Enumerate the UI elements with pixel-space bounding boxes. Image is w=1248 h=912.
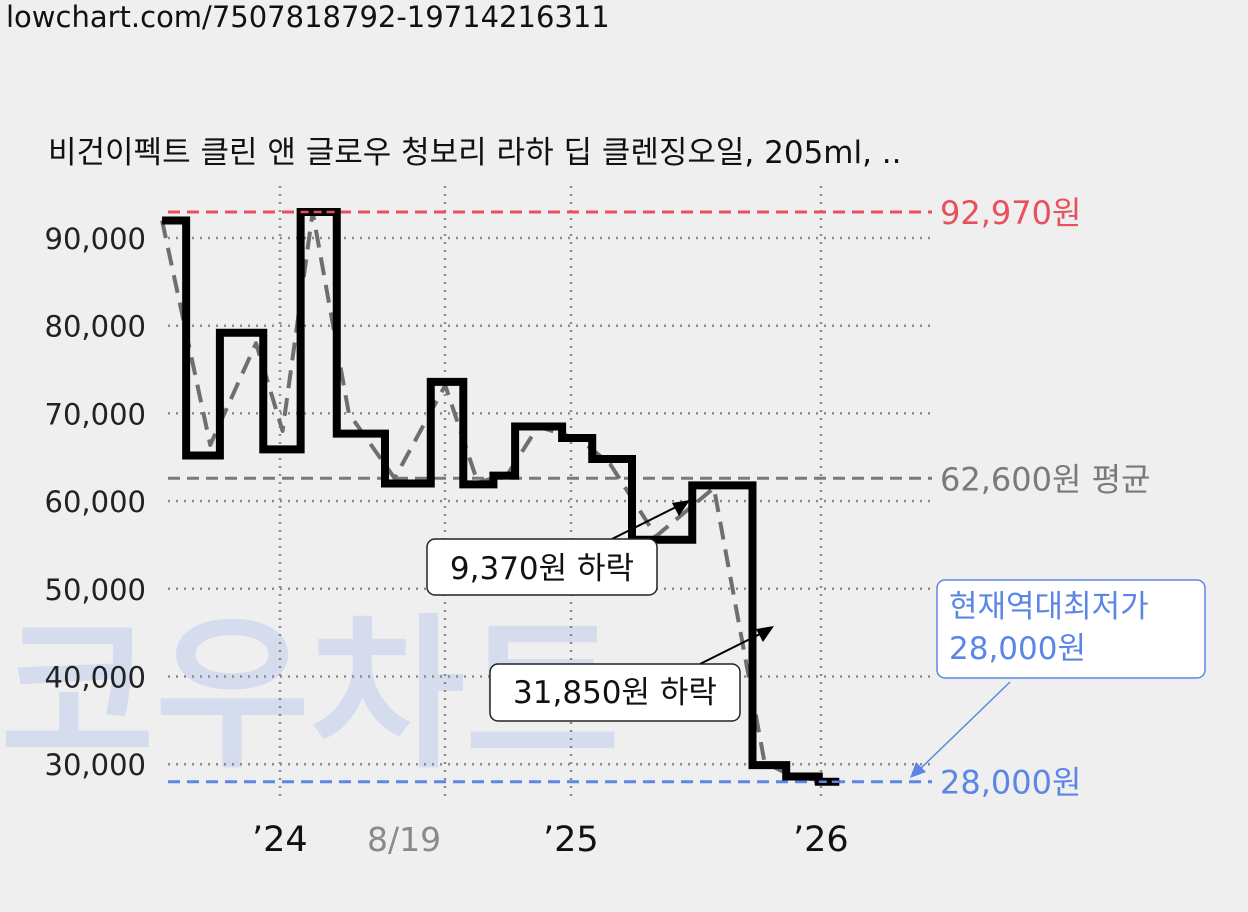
x-tick-label: ’25 xyxy=(543,820,599,860)
lowest-label-line1: 현재역대최저가 xyxy=(949,589,1149,625)
y-tick-label: 50,000 xyxy=(45,573,146,607)
y-tick-label: 60,000 xyxy=(45,485,146,519)
x-axis: ’24 8/19 ’25 ’26 xyxy=(252,820,849,860)
drop-annotation-2: 31,850원 하락 xyxy=(489,626,774,722)
x-tick-label: ’24 xyxy=(252,820,308,860)
x-tick-label: 8/19 xyxy=(367,820,441,859)
price-step-line xyxy=(162,207,840,786)
x-tick-label: ’26 xyxy=(793,820,849,860)
chart-title: 비건이펙트 클린 앤 글로우 청보리 라하 딥 클렌징오일, 205ml, .. xyxy=(48,135,902,171)
y-tick-label: 70,000 xyxy=(45,397,146,431)
reference-label: 62,600원 평균 xyxy=(940,460,1150,498)
source-url: lowchart.com/7507818792-19714216311 xyxy=(6,0,610,34)
drop-label-1: 9,370원 하락 xyxy=(450,551,634,587)
drop-annotation-1: 9,370원 하락 xyxy=(426,500,690,596)
reference-lines: 92,970원 62,600원 평균 28,000원 xyxy=(168,194,1150,802)
y-tick-label: 40,000 xyxy=(45,661,146,695)
y-axis: 90,000 80,000 70,000 60,000 50,000 40,000 30,0… xyxy=(45,222,146,782)
y-tick-label: 80,000 xyxy=(45,310,146,344)
reference-label: 92,970원 xyxy=(940,194,1081,232)
y-tick-label: 90,000 xyxy=(45,222,146,256)
lowest-label-line2: 28,000원 xyxy=(949,631,1086,667)
y-tick-label: 30,000 xyxy=(45,748,146,782)
lowest-annotation: 현재역대최저가 28,000원 xyxy=(910,579,1206,778)
drop-label-2: 31,850원 하락 xyxy=(513,675,717,711)
reference-label: 28,000원 xyxy=(940,764,1081,802)
